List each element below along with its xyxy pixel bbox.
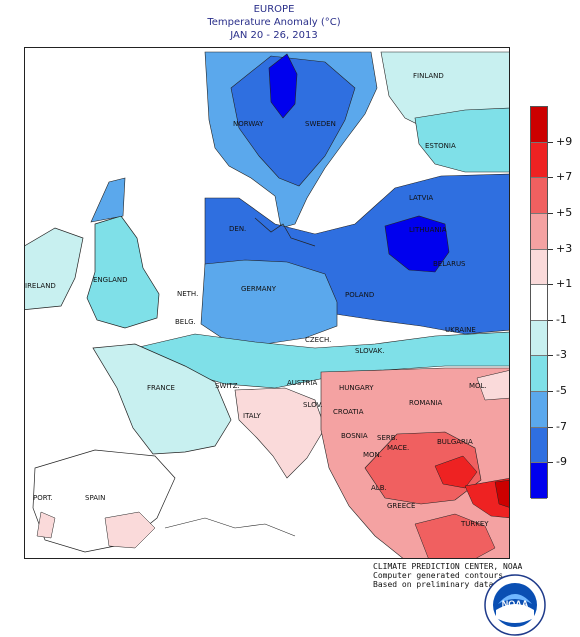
label-albania: ALB. [371, 484, 387, 492]
legend-swatch-0 [531, 107, 547, 143]
label-france: FRANCE [147, 384, 175, 392]
legend-label-0: +9 [556, 134, 573, 148]
anomaly-core-bulgaria [434, 455, 478, 489]
label-england: ENGLAND [93, 276, 128, 284]
noaa-logo-text: NOAA [502, 599, 529, 609]
legend-label-7: -5 [556, 384, 567, 398]
legend-label-2: +5 [556, 205, 573, 219]
legend-label-1: +7 [556, 170, 573, 184]
legend-swatch-1 [531, 142, 547, 179]
legend-label-5: -1 [556, 312, 567, 326]
anomaly-map-svg: FINLAND NORWAY SWEDEN ESTONIA LATVIA LIT… [25, 48, 509, 558]
label-romania: ROMANIA [409, 399, 443, 407]
anomaly-zone-bulgaria [364, 431, 482, 505]
legend-tick-9 [548, 462, 553, 464]
anomaly-max-turkey [494, 479, 509, 508]
landmass-ireland [25, 227, 84, 310]
anomaly-zone-sweden-core [230, 55, 356, 187]
label-portugal: PORT. [33, 494, 53, 502]
label-bulgaria: BULGARIA [437, 438, 473, 446]
label-ukraine: UKRAINE [445, 326, 476, 334]
label-poland: POLAND [345, 291, 374, 299]
credit-line-3: Based on preliminary data [373, 580, 494, 589]
color-scale-legend [530, 106, 548, 499]
coastline-north-africa [164, 517, 296, 537]
label-moldova: MOL. [469, 382, 487, 390]
credit-line-2: Computer generated contours [373, 571, 504, 580]
legend-label-3: +3 [556, 241, 573, 255]
label-greece: GREECE [387, 502, 415, 510]
label-netherlands: NETH. [177, 290, 198, 298]
map-period: JAN 20 - 26, 2013 [230, 30, 318, 41]
anomaly-map: FINLAND NORWAY SWEDEN ESTONIA LATVIA LIT… [24, 47, 510, 559]
legend-swatch-7 [531, 356, 547, 392]
label-sweden: SWEDEN [305, 120, 336, 128]
label-norway: NORWAY [233, 120, 264, 128]
legend-label-4: +1 [556, 277, 573, 291]
label-austria: AUSTRIA [287, 379, 318, 387]
legend-tick-8 [548, 426, 553, 428]
anomaly-zone-portugal [36, 511, 56, 539]
legend-swatch-4 [531, 249, 547, 286]
legend-swatch-5 [531, 285, 547, 321]
credit-line-1: CLIMATE PREDICTION CENTER, NOAA [373, 562, 523, 571]
legend-swatch-3 [531, 213, 547, 250]
label-macedonia: MACE. [387, 444, 409, 452]
legend-swatch-10 [531, 463, 547, 499]
legend-swatch-8 [531, 392, 547, 428]
legend-tick-4 [548, 284, 553, 286]
label-denmark: DEN. [229, 225, 246, 233]
landmass-england [86, 215, 160, 329]
label-belgium: BELG. [175, 318, 196, 326]
legend-tick-0 [548, 141, 553, 143]
landmass-scotland [90, 177, 126, 223]
legend-label-9: -9 [556, 455, 567, 469]
legend-tick-5 [548, 319, 553, 321]
legend-label-8: -7 [556, 419, 567, 433]
label-czech: CZECH. [305, 336, 331, 344]
label-latvia: LATVIA [409, 194, 433, 202]
label-italy: ITALY [243, 412, 262, 420]
anomaly-zone-germany [200, 259, 338, 345]
label-spain: SPAIN [85, 494, 105, 502]
map-subtitle: Temperature Anomaly (°C) [207, 17, 341, 28]
legend-swatch-2 [531, 178, 547, 214]
legend-swatch-9 [531, 427, 547, 464]
label-croatia: CROATIA [333, 408, 364, 416]
label-estonia: ESTONIA [425, 142, 456, 150]
label-finland: FINLAND [413, 72, 444, 80]
anomaly-core-lithuania [384, 215, 450, 273]
label-bosnia: BOSNIA [341, 432, 368, 440]
label-germany: GERMANY [241, 285, 277, 293]
anomaly-zone-moldova [476, 370, 509, 401]
anomaly-zone-france [92, 343, 232, 455]
label-ireland: IRELAND [25, 282, 56, 290]
coastline-denmark [254, 217, 316, 247]
legend-tick-3 [548, 248, 553, 250]
label-hungary: HUNGARY [339, 384, 374, 392]
label-belarus: BELARUS [433, 260, 466, 268]
label-turkey: TURKEY [460, 520, 489, 528]
legend-tick-6 [548, 355, 553, 357]
legend-tick-1 [548, 177, 553, 179]
label-serbia: SERB. [377, 434, 398, 442]
anomaly-zone-italy [234, 387, 326, 479]
noaa-logo: NOAA [484, 574, 546, 636]
anomaly-zone-estonia [414, 107, 509, 173]
label-lithuania: LITHUANIA [409, 226, 447, 234]
label-montenegro: MON. [363, 451, 382, 459]
map-region-title: EUROPE [253, 4, 295, 15]
anomaly-zone-spain-south [104, 511, 156, 549]
legend-label-6: -3 [556, 348, 567, 362]
label-switzerland: SWITZ. [215, 382, 240, 390]
legend-tick-2 [548, 212, 553, 214]
label-slovenia: SLOV. [303, 401, 323, 409]
anomaly-core-norway [268, 53, 298, 119]
legend-tick-7 [548, 391, 553, 393]
legend-swatch-6 [531, 320, 547, 357]
label-slovakia: SLOVAK. [355, 347, 384, 355]
anomaly-zone-turkey-south [414, 513, 496, 558]
